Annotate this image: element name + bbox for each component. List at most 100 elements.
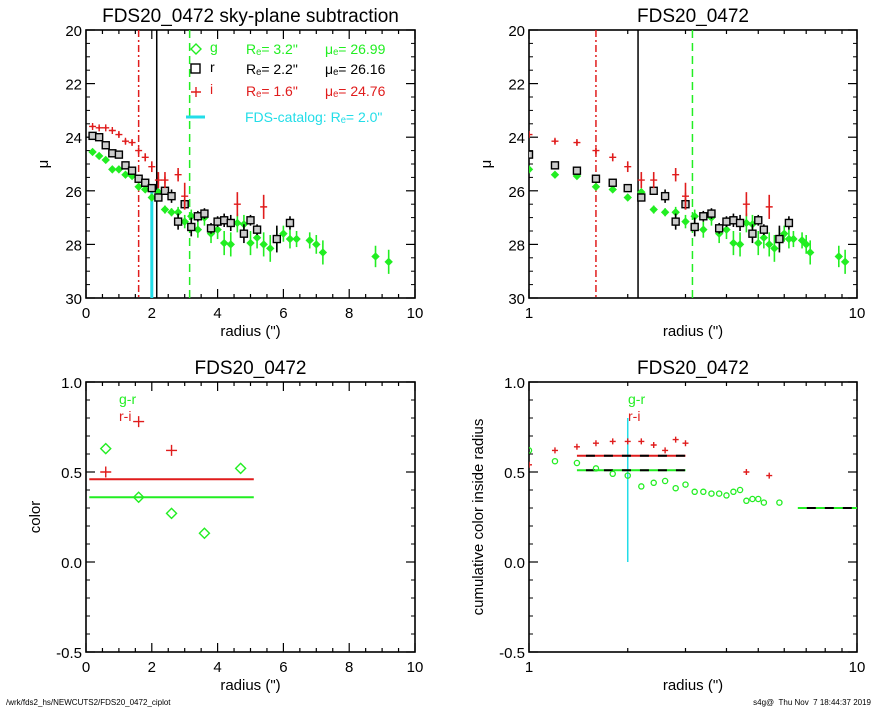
data-point-g — [770, 244, 779, 253]
x-tick-label: 2 — [148, 305, 156, 322]
data-point-r-i — [133, 416, 145, 428]
data-point-i — [108, 127, 116, 134]
data-point-g — [121, 170, 130, 179]
data-point-i — [529, 131, 533, 139]
panel-profile-log: FDS20_0472 20 22 24 26 28 301 10 radius (") μ — [478, 6, 865, 340]
data-point-i — [681, 192, 689, 200]
data-point-g — [226, 240, 235, 249]
y-axis-label: μ — [35, 160, 52, 169]
data-point-g-r — [715, 490, 723, 497]
data-point-g — [167, 208, 176, 217]
axes-frame — [85, 381, 416, 653]
data-point-g — [285, 234, 295, 244]
data-point-g — [193, 225, 203, 234]
legend-mue-r: μₑ= 26.16 — [325, 61, 386, 77]
data-point-g — [134, 182, 143, 191]
y-tick-label: 0.0 — [61, 555, 82, 572]
data-point-g-r — [749, 495, 756, 503]
data-point-r — [550, 161, 560, 170]
data-point-g-r — [730, 488, 737, 496]
x-tick-label: 0 — [82, 305, 90, 322]
y-tick-label: 1.0 — [61, 375, 82, 392]
data-point-g — [840, 257, 850, 267]
data-point-g — [384, 257, 393, 267]
x-tick-label: 4 — [213, 305, 221, 322]
legend-marker-g — [190, 43, 202, 55]
data-point-g-r — [736, 486, 744, 494]
data-point-g — [623, 193, 632, 202]
y-axis-label: color — [27, 501, 44, 534]
data-point-r — [94, 132, 104, 142]
data-point-r-i — [766, 472, 773, 479]
legend-marker-r — [190, 63, 201, 74]
data-point-g — [797, 236, 807, 245]
data-point-g — [754, 238, 763, 248]
data-point-r — [671, 217, 680, 226]
x-tick-label: 1 — [525, 659, 533, 676]
data-point-g-r — [132, 491, 145, 504]
data-point-g-r — [672, 484, 679, 492]
data-point-r-i — [609, 438, 616, 445]
plot-area — [529, 418, 857, 562]
x-axis-label: radius (") — [220, 323, 280, 340]
data-point-g-r — [700, 488, 707, 496]
y-tick-label: 1.0 — [504, 375, 525, 392]
data-point-r — [748, 229, 757, 238]
data-point-g-r — [776, 499, 783, 506]
data-point-i — [154, 176, 162, 184]
data-point-r — [784, 218, 794, 228]
x-tick-label: 0 — [82, 659, 90, 676]
data-point-g-r — [551, 457, 559, 465]
footer-path: /wrk/fds2_hs/NEWCUTS2/FDS20_0472_ciplot — [6, 698, 171, 707]
x-tick-label: 2 — [148, 659, 156, 676]
data-point-g — [318, 248, 328, 257]
data-point-r — [187, 222, 196, 232]
data-point-g-r — [661, 477, 669, 485]
legend-g-r: g-r — [628, 391, 645, 407]
panel-color-profile: FDS20_0472 -0.5 0.0 0.5 1.0 0 2 4 6 8 10 radius (")… — [27, 358, 423, 694]
panel-profile-linear: FDS20_0472 sky-plane subtraction20222426… — [35, 6, 423, 340]
data-point-g — [312, 240, 321, 249]
x-tick-label: 8 — [345, 659, 353, 676]
data-point-i — [624, 163, 632, 171]
data-point-g — [292, 234, 301, 244]
data-point-g-r — [624, 472, 631, 479]
footer-timestamp: s4g@ Thu Nov 7 18:44:37 2019 — [753, 698, 871, 707]
y-tick-label: 0.0 — [504, 555, 525, 572]
data-point-r — [699, 212, 708, 221]
data-point-r-i — [624, 438, 631, 445]
x-tick-label: 10 — [849, 305, 866, 322]
data-point-i — [592, 147, 600, 155]
data-point-g — [305, 236, 314, 245]
data-point-g — [608, 185, 617, 194]
data-point-g — [834, 252, 843, 261]
y-tick-label: 28 — [508, 237, 525, 254]
data-point-r — [173, 217, 183, 226]
data-point-g — [789, 234, 798, 244]
y-tick-label: 20 — [65, 23, 82, 40]
data-point-r — [707, 209, 716, 218]
data-point-r — [637, 193, 646, 202]
data-point-r — [714, 224, 724, 233]
data-point-g — [371, 252, 380, 261]
data-point-g — [722, 225, 731, 234]
data-point-r — [200, 209, 209, 218]
data-point-i — [141, 153, 149, 161]
data-point-g — [681, 217, 690, 226]
data-point-r — [141, 178, 150, 187]
x-tick-label: 10 — [407, 659, 424, 676]
legend-g-r: g-r — [119, 391, 136, 407]
data-point-r — [529, 150, 534, 159]
data-point-r — [722, 217, 731, 226]
data-point-r — [660, 191, 670, 201]
data-point-i — [650, 176, 658, 184]
data-point-g — [94, 151, 104, 161]
data-point-i — [260, 203, 268, 211]
data-point-g-r — [760, 499, 768, 506]
data-point-i — [573, 139, 581, 147]
data-point-g — [233, 218, 242, 228]
x-axis-label: radius (") — [663, 677, 723, 694]
data-point-g — [759, 233, 769, 242]
x-tick-label: 1 — [525, 305, 533, 322]
data-point-g-r — [691, 488, 698, 496]
